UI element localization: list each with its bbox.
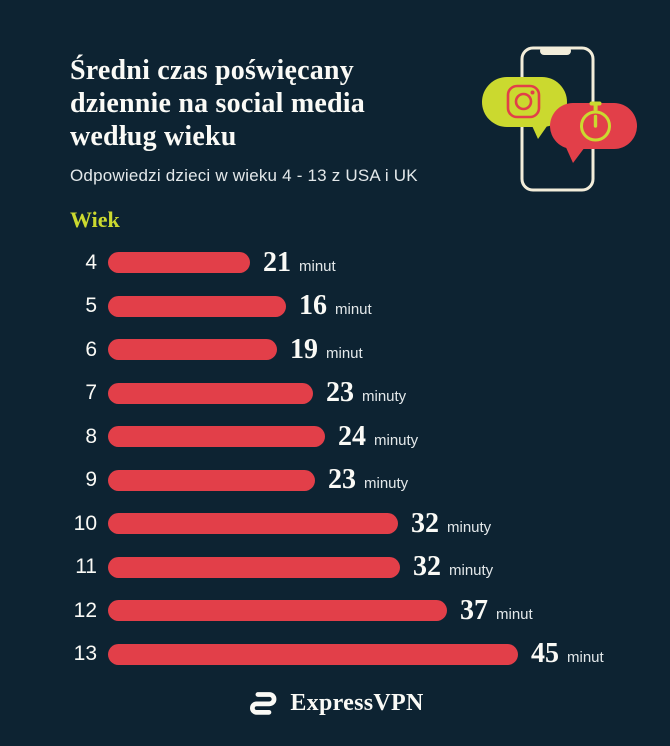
illustration [470, 35, 655, 200]
value-unit: minuty [447, 518, 492, 536]
bar [108, 556, 400, 578]
bar-chart: 4 21 minut 5 16 minut 6 19 minut [60, 241, 670, 676]
bar [108, 252, 250, 274]
value-number: 19 [290, 333, 318, 365]
chart-row: 8 24 minuty [60, 415, 670, 459]
value-number: 24 [338, 420, 366, 452]
age-label: 7 [85, 381, 97, 405]
stopwatch-icon [580, 101, 611, 142]
bar [108, 643, 518, 665]
value-number: 16 [299, 290, 327, 322]
value-unit: minut [326, 344, 363, 362]
timer-bubble [550, 101, 637, 163]
age-label: 10 [73, 511, 97, 535]
value-label: 32 minuty [413, 551, 493, 583]
value-number: 23 [326, 377, 354, 409]
axis-label: Wiek [70, 207, 120, 232]
value-label: 23 minuty [328, 464, 408, 496]
age-label: 4 [85, 250, 97, 274]
bar [108, 600, 447, 622]
chart-row: 7 23 minuty [60, 372, 670, 416]
value-number: 45 [531, 638, 559, 670]
value-label: 16 minut [299, 290, 372, 322]
value-unit: minuty [449, 562, 494, 580]
header: Średni czas poświęcany dziennie na socia… [0, 0, 470, 186]
bar [108, 513, 398, 535]
bar [108, 295, 286, 317]
chart-row: 12 37 minut [60, 589, 670, 633]
footer: ExpressVPN [0, 688, 670, 718]
age-label: 13 [73, 642, 97, 666]
age-label: 6 [85, 337, 97, 361]
age-label: 11 [75, 555, 97, 579]
value-unit: minuty [374, 431, 419, 449]
title-line-3: według wieku [70, 121, 237, 152]
chart-row: 6 19 minut [60, 328, 670, 372]
value-number: 32 [413, 551, 441, 583]
brand-name: ExpressVPN [290, 689, 424, 716]
value-number: 32 [411, 507, 439, 539]
chart-row: 5 16 minut [60, 285, 670, 329]
title-line-2: dziennie na social media [70, 88, 365, 119]
title-line-1: Średni czas poświęcany [70, 55, 354, 86]
value-unit: minut [299, 257, 336, 275]
value-number: 21 [263, 246, 291, 278]
value-label: 19 minut [290, 334, 363, 366]
age-label: 9 [85, 468, 97, 492]
chart-row: 9 23 minuty [60, 459, 670, 503]
value-label: 37 minut [460, 595, 533, 627]
chart-row: 11 32 minuty [60, 546, 670, 590]
bar [108, 382, 313, 404]
age-label: 8 [85, 424, 97, 448]
instagram-icon [506, 84, 541, 119]
value-unit: minut [496, 605, 533, 623]
illustration-svg [482, 46, 637, 192]
value-label: 24 minuty [338, 421, 418, 453]
age-label: 12 [73, 598, 97, 622]
value-number: 23 [328, 464, 356, 496]
value-label: 23 minuty [326, 377, 406, 409]
instagram-bubble [482, 77, 567, 139]
age-label: 5 [85, 294, 97, 318]
value-label: 21 minut [263, 247, 336, 279]
chart-row: 10 32 minuty [60, 502, 670, 546]
value-unit: minut [335, 301, 372, 319]
subtitle: Odpowiedzi dzieci w wieku 4 - 13 z USA i… [70, 166, 418, 185]
value-unit: minut [567, 649, 604, 667]
value-unit: minuty [362, 388, 407, 406]
page-title: Średni czas poświęcany dziennie na socia… [70, 54, 470, 153]
expressvpn-logo-icon [250, 692, 277, 715]
bar [108, 469, 315, 491]
value-label: 45 minut [531, 638, 604, 670]
value-unit: minuty [364, 475, 409, 493]
value-number: 37 [460, 594, 488, 626]
bar [108, 426, 325, 448]
chart-row: 13 45 minut [60, 633, 670, 677]
chart-row: 4 21 minut [60, 241, 670, 285]
bar [108, 339, 277, 361]
value-label: 32 minuty [411, 508, 491, 540]
